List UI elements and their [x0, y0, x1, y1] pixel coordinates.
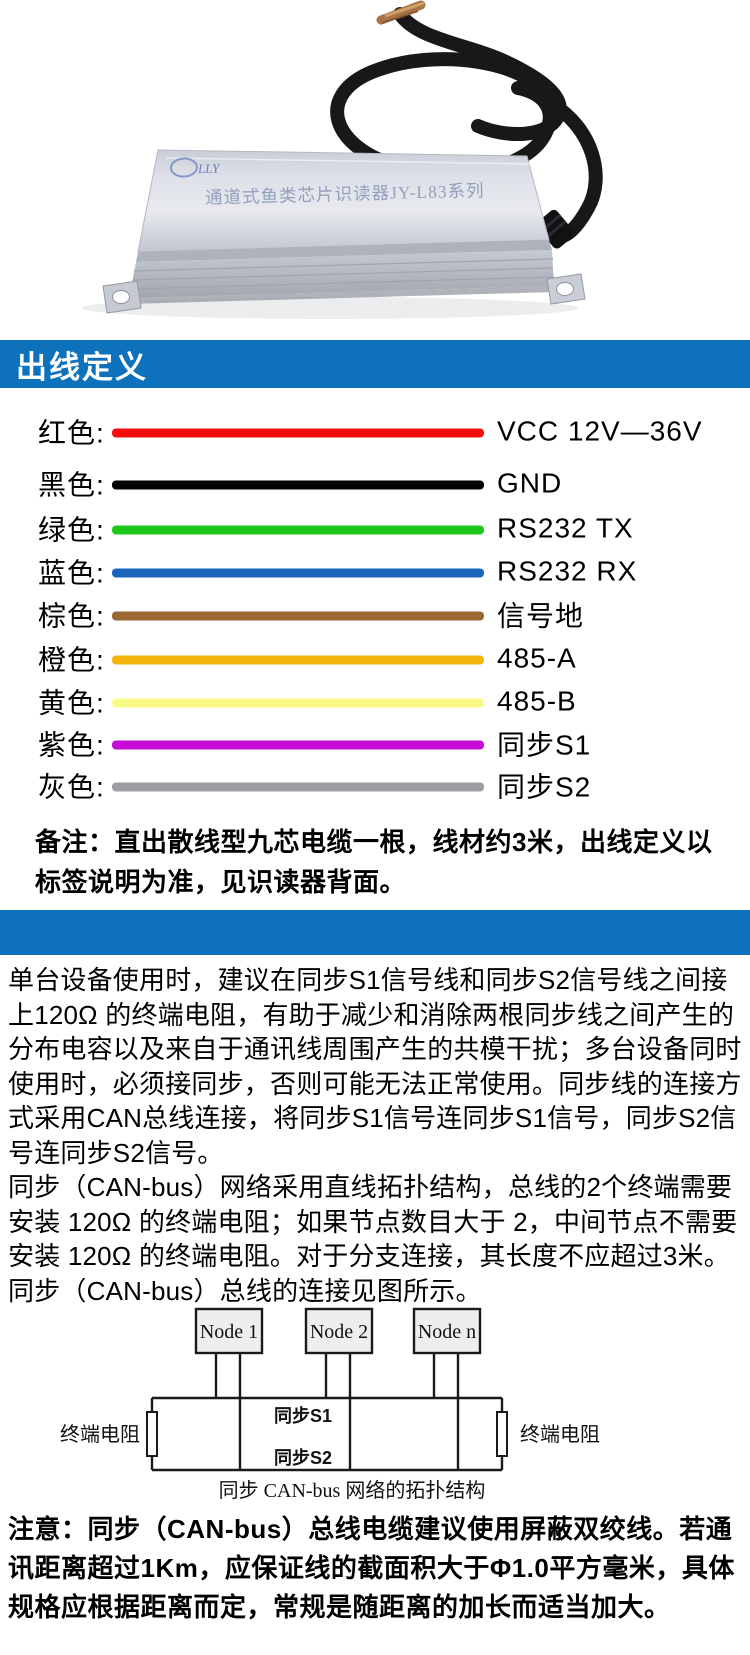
bus-s1-label: 同步S1	[274, 1405, 332, 1426]
wire-color-label: 绿色:	[38, 514, 105, 546]
paragraph-single-device: 单台设备使用时，建议在同步S1信号线和同步S2信号线之间接上120Ω 的终端电阻…	[8, 965, 742, 1168]
wire-line-swatch	[112, 611, 484, 621]
wire-line-swatch	[112, 568, 484, 578]
reader-device-illustration: LLY 通道式鱼类芯片识读器JY-L83系列	[82, 0, 603, 319]
wire-color-label: 紫色:	[38, 729, 105, 761]
wire-color-label: 灰色:	[38, 771, 105, 803]
wire-row: 蓝色: RS232 RX	[0, 556, 750, 590]
wire-row: 橙色: 485-A	[0, 643, 750, 677]
wire-color-label: 黄色:	[38, 687, 105, 719]
wire-signal-value: RS232 RX	[497, 555, 638, 587]
wire-color-label: 红色:	[38, 417, 105, 449]
device-body	[128, 149, 555, 304]
terminal-resistor-right	[496, 1411, 508, 1457]
wire-row: 棕色: 信号地	[0, 599, 750, 633]
section-header-wire-definition: 出线定义	[0, 340, 750, 388]
caution-note: 注意：同步（CAN-bus）总线电缆建议使用屏蔽双绞线。若通讯距离超过1Km，应…	[8, 1514, 735, 1622]
wire-row: 灰色: 同步S2	[0, 770, 750, 804]
terminal-resistor-right-label: 终端电阻	[520, 1423, 600, 1446]
mounting-ear-left	[102, 280, 142, 314]
diagram-caption: 同步 CAN-bus 网络的拓扑结构	[219, 1479, 486, 1502]
wire-signal-value: GND	[497, 467, 563, 499]
wire-color-label: 橙色:	[38, 644, 105, 676]
wire-signal-value: 485-B	[497, 685, 577, 717]
wire-line-swatch	[112, 782, 484, 792]
sync-instructions: 单台设备使用时，建议在同步S1信号线和同步S2信号线之间接上120Ω 的终端电阻…	[8, 963, 748, 1308]
noden-box	[412, 1307, 482, 1355]
wire-line-swatch	[112, 655, 484, 665]
product-photo: LLY 通道式鱼类芯片识读器JY-L83系列	[0, 0, 750, 336]
wire-signal-value: RS232 TX	[497, 512, 634, 544]
wire-row: 红色: VCC 12V—36V	[0, 416, 750, 450]
copper-wire-tip	[376, 0, 426, 25]
noden-label: Node n	[418, 1321, 476, 1343]
wire-signal-value: VCC 12V—36V	[497, 415, 703, 447]
brand-logo-text: LLY	[197, 160, 222, 176]
wire-color-label: 黑色:	[38, 469, 105, 501]
brand-logo: LLY	[169, 157, 222, 178]
node2-box	[304, 1307, 374, 1355]
paragraph-see-figure: 同步（CAN-bus）总线的连接见图所示。	[8, 1275, 482, 1306]
terminal-resistor-left	[146, 1411, 158, 1457]
node1-label: Node 1	[200, 1321, 258, 1343]
wire-signal-value: 同步S2	[497, 771, 592, 803]
wire-line-swatch	[112, 525, 484, 535]
wire-signal-value: 485-A	[497, 642, 577, 674]
device-shadow	[82, 297, 578, 319]
wire-line-swatch	[112, 428, 484, 438]
terminal-resistor-left-label: 终端电阻	[60, 1423, 140, 1446]
wire-line-swatch	[112, 698, 484, 708]
mounting-ear-right	[546, 273, 586, 305]
wire-line-swatch	[112, 480, 484, 490]
wire-signal-value: 信号地	[497, 600, 585, 632]
wire-row: 紫色: 同步S1	[0, 728, 750, 762]
bus-s2-label: 同步S2	[274, 1447, 332, 1468]
wire-line-swatch	[112, 740, 484, 750]
wire-color-label: 棕色:	[38, 600, 105, 632]
wire-row: 黑色: GND	[0, 468, 750, 502]
node1-box	[194, 1307, 264, 1355]
section-divider-bar	[0, 910, 750, 955]
paragraph-topology: 同步（CAN-bus）网络采用直线拓扑结构，总线的2个终端需要安装 120Ω 的…	[8, 1172, 738, 1271]
canbus-topology-diagram: Node 1 Node 2 Node n 同步S1 同步S2 终端电阻 终端电阻…	[0, 1293, 750, 1508]
wire-signal-value: 同步S1	[497, 729, 592, 761]
wire-row: 黄色: 485-B	[0, 686, 750, 720]
topology-figure: Node 1 Node 2 Node n 同步S1 同步S2 终端电阻 终端电阻…	[60, 1307, 600, 1502]
section-title: 出线定义	[16, 349, 148, 385]
node2-label: Node 2	[310, 1321, 368, 1343]
wire-row: 绿色: RS232 TX	[0, 513, 750, 547]
wire-table-remark: 备注：直出散线型九芯电缆一根，线材约3米，出线定义以标签说明为准，见识读器背面。	[35, 827, 713, 897]
wire-color-label: 蓝色:	[38, 557, 105, 589]
